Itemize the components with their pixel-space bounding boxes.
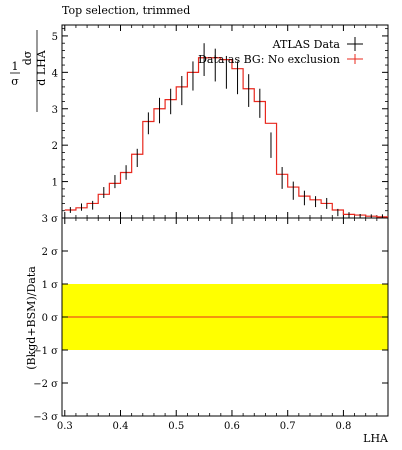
legend-label-data: ATLAS Data [272,38,341,51]
ratio-y-axis-label: (Bkgd+BSM)/Data [25,266,38,370]
y-tick-label: 4 [52,68,58,79]
main-panel: 1 2 3 4 5 [52,24,389,219]
model-histogram [64,57,388,218]
x-tick-label: 0.6 [224,421,240,432]
ratio-y-ticks: −3 σ −2 σ −1 σ 0 σ 1 σ 2 σ 3 σ [33,214,388,423]
y-label-dsigma: dσ [21,50,34,65]
ratio-panel: −3 σ −2 σ −1 σ 0 σ 1 σ 2 σ 3 σ 0.3 0.4 0.5 0.6 0.7… [33,214,389,432]
main-y-ticks: 1 2 3 4 5 [52,28,388,212]
x-tick-label: 0.5 [168,421,184,432]
ratio-y-tick-label: −3 σ [33,412,58,423]
ratio-y-tick-label: −1 σ [33,346,58,357]
x-tick-label: 0.8 [335,421,351,432]
legend: ATLAS Data Data as BG: No exclusion [198,37,363,66]
model-step-line [64,57,388,218]
main-y-axis-label: 1 σ dσ d LHA [10,30,48,112]
data-points [69,43,383,218]
y-label-one: 1 [12,60,19,73]
ratio-y-tick-label: 0 σ [42,313,59,324]
ratio-y-tick-label: −2 σ [33,379,58,390]
y-tick-label: 1 [52,178,58,189]
ratio-y-tick-label: 3 σ [42,214,59,225]
ratio-y-tick-label: 2 σ [42,247,59,258]
legend-label-model: Data as BG: No exclusion [198,53,340,66]
y-label-sigma: σ [11,75,19,88]
x-axis-label: LHA [363,432,389,445]
x-tick-label: 0.7 [280,421,296,432]
y-tick-label: 3 [52,105,58,116]
y-tick-label: 5 [52,32,58,43]
legend-marker-model [347,54,363,64]
y-label-dlha: d LHA [35,49,48,85]
y-tick-label: 2 [52,141,58,152]
ratio-y-tick-label: 1 σ [42,280,59,291]
legend-marker-data [347,37,363,51]
x-tick-label: 0.3 [57,421,73,432]
x-tick-label: 0.4 [113,421,129,432]
chart-title: Top selection, trimmed [62,4,190,17]
ratio-x-ticks: 0.3 0.4 0.5 0.6 0.7 0.8 [57,218,378,432]
